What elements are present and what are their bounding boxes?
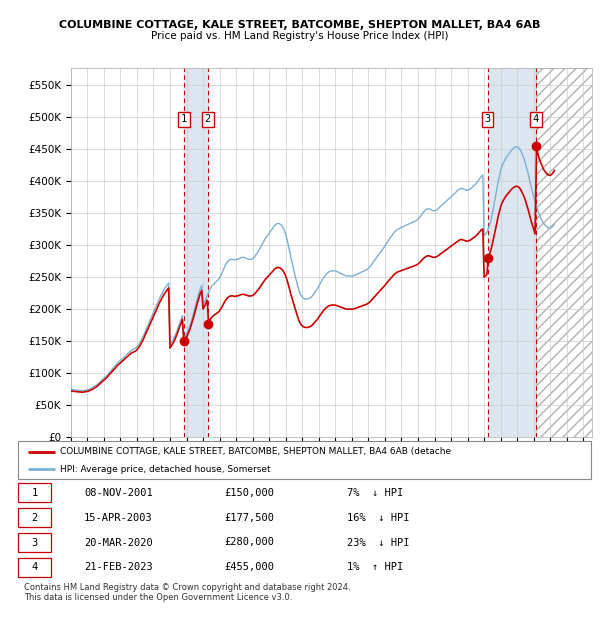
Text: 1%  ↑ HPI: 1% ↑ HPI [347, 562, 404, 572]
Text: 1: 1 [181, 114, 187, 125]
Text: £280,000: £280,000 [224, 538, 274, 547]
Text: 7%  ↓ HPI: 7% ↓ HPI [347, 488, 404, 498]
Bar [184, 68, 208, 437]
Text: 4: 4 [31, 562, 38, 572]
Text: 15-APR-2003: 15-APR-2003 [84, 513, 152, 523]
FancyBboxPatch shape [18, 558, 51, 577]
Text: £150,000: £150,000 [224, 488, 274, 498]
FancyBboxPatch shape [18, 533, 51, 552]
Text: 3: 3 [485, 114, 491, 125]
Text: HPI: Average price, detached house, Somerset: HPI: Average price, detached house, Some… [60, 465, 271, 474]
Text: 23%  ↓ HPI: 23% ↓ HPI [347, 538, 410, 547]
Text: Contains HM Land Registry data © Crown copyright and database right 2024.
This d: Contains HM Land Registry data © Crown c… [24, 583, 350, 602]
Text: 2: 2 [31, 513, 38, 523]
Text: COLUMBINE COTTAGE, KALE STREET, BATCOMBE, SHEPTON MALLET, BA4 6AB (detache: COLUMBINE COTTAGE, KALE STREET, BATCOMBE… [60, 448, 451, 456]
Text: £455,000: £455,000 [224, 562, 274, 572]
FancyBboxPatch shape [18, 508, 51, 527]
Bar [536, 68, 600, 437]
FancyBboxPatch shape [18, 441, 591, 479]
Text: 3: 3 [31, 538, 38, 547]
Text: 4: 4 [533, 114, 539, 125]
Text: COLUMBINE COTTAGE, KALE STREET, BATCOMBE, SHEPTON MALLET, BA4 6AB: COLUMBINE COTTAGE, KALE STREET, BATCOMBE… [59, 20, 541, 30]
Text: 16%  ↓ HPI: 16% ↓ HPI [347, 513, 410, 523]
Text: 21-FEB-2023: 21-FEB-2023 [84, 562, 152, 572]
Text: 08-NOV-2001: 08-NOV-2001 [84, 488, 152, 498]
Text: 1: 1 [31, 488, 38, 498]
FancyBboxPatch shape [18, 484, 51, 502]
Bar [488, 68, 536, 437]
Text: Price paid vs. HM Land Registry's House Price Index (HPI): Price paid vs. HM Land Registry's House … [151, 31, 449, 41]
Text: 20-MAR-2020: 20-MAR-2020 [84, 538, 152, 547]
Text: 2: 2 [205, 114, 211, 125]
Text: £177,500: £177,500 [224, 513, 274, 523]
